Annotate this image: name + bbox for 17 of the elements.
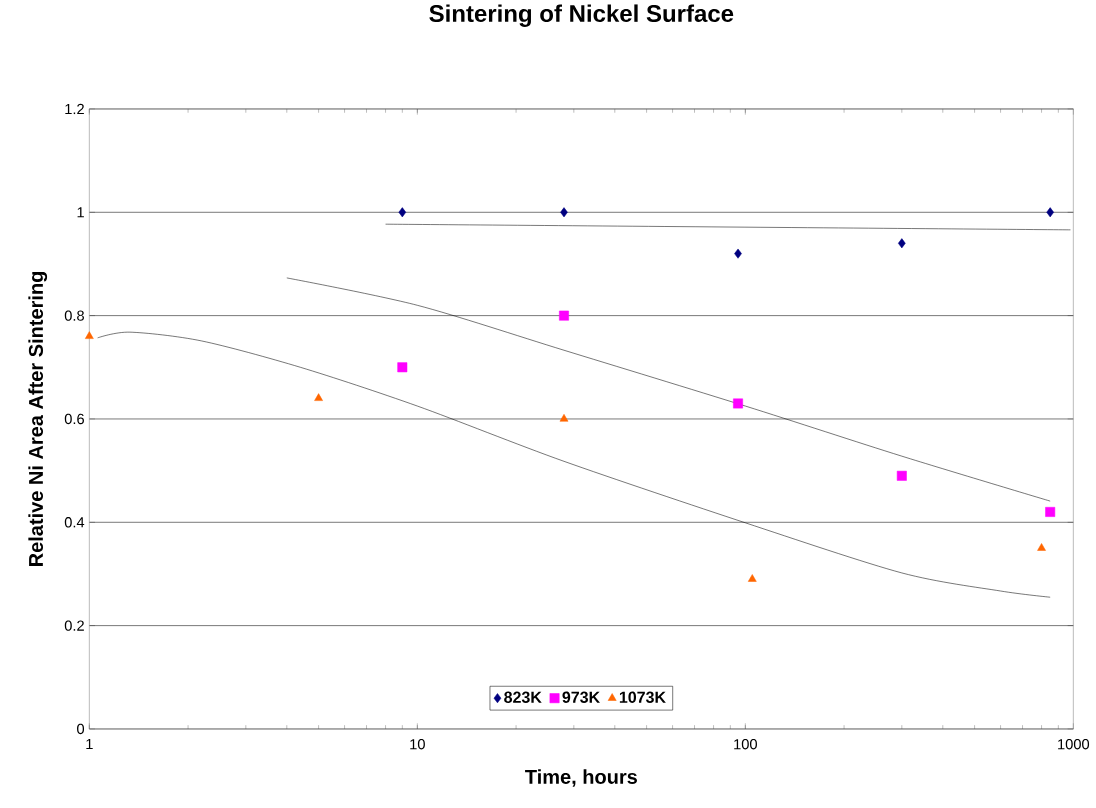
legend-label: 1073K (619, 691, 666, 704)
y-tick-label: 0.4 (64, 517, 85, 528)
legend-label: 823K (504, 691, 542, 704)
y-tick-label: 0.8 (64, 310, 84, 322)
y-tick-label: 0.6 (64, 413, 84, 425)
legend-label: 973K (562, 691, 600, 704)
y-tick-label: 1.2 (65, 104, 84, 115)
y-tick-label: 0.2 (64, 620, 84, 632)
y-axis-title: Relative Ni Area After Sintering (28, 272, 48, 567)
y-tick-label: 0 (77, 723, 85, 735)
x-axis-title: Time, hours (525, 769, 637, 787)
x-tick-label: 1000 (1058, 739, 1090, 750)
y-tick-label: 1 (77, 207, 84, 218)
x-tick-label: 1 (86, 739, 93, 750)
x-tick-label: 10 (410, 739, 425, 750)
x-tick-label: 100 (734, 739, 757, 750)
chart-title: Sintering of Nickel Surface (429, 4, 734, 28)
